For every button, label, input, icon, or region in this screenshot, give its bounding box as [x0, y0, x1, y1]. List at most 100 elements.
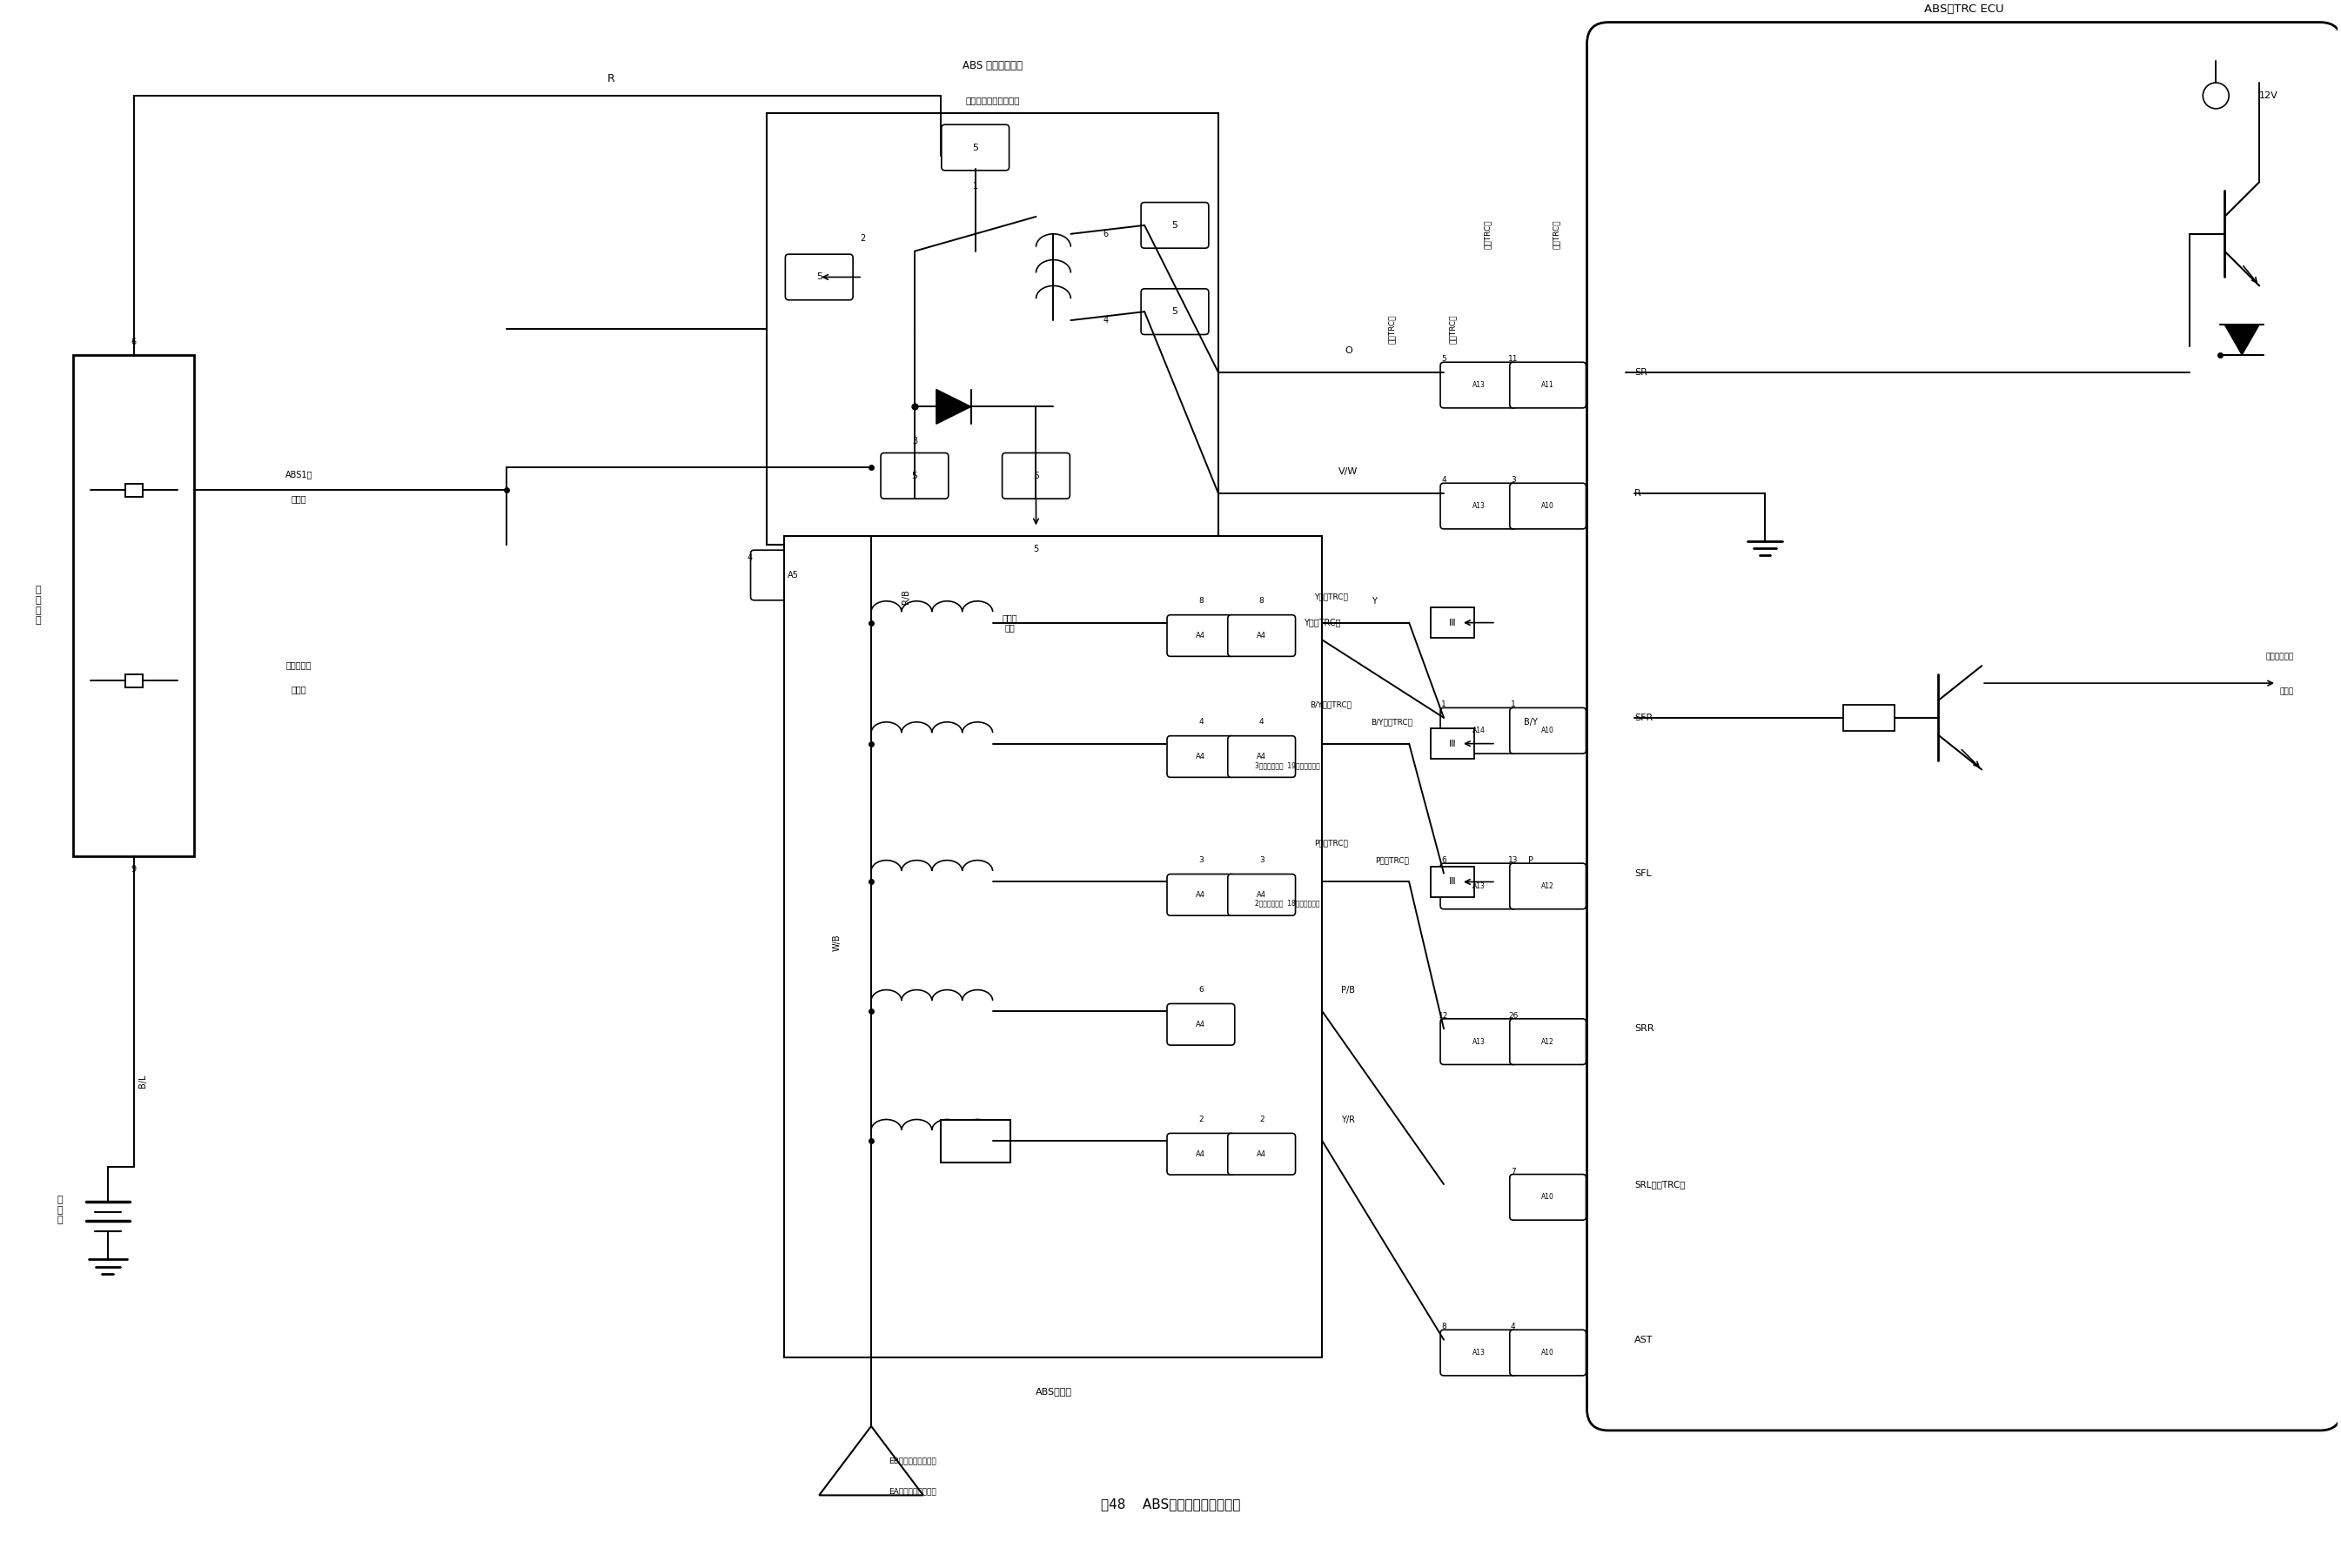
Text: A4: A4 [1196, 632, 1206, 640]
Text: A4: A4 [1196, 753, 1206, 760]
Text: 5: 5 [972, 143, 979, 152]
FancyBboxPatch shape [1140, 202, 1208, 248]
Text: 5: 5 [817, 273, 822, 281]
Text: 6: 6 [1199, 986, 1203, 994]
FancyBboxPatch shape [1440, 707, 1517, 754]
Text: 2: 2 [1259, 1115, 1264, 1123]
Text: P（有TRC）: P（有TRC） [1374, 856, 1409, 864]
FancyBboxPatch shape [1227, 615, 1295, 657]
Bar [1430, 607, 1475, 638]
Text: （有TRC）: （有TRC） [1388, 314, 1395, 343]
Text: 4: 4 [1510, 1323, 1515, 1331]
FancyBboxPatch shape [1440, 1019, 1517, 1065]
Text: A4: A4 [1196, 1021, 1206, 1029]
Text: A12: A12 [1540, 1038, 1554, 1046]
Text: 2（左側驾驶）  18（右側驾驶）: 2（左側驾驶） 18（右側驾驶） [1255, 900, 1320, 908]
Text: 12V: 12V [2259, 91, 2278, 100]
Text: B/Y（无TRC）: B/Y（无TRC） [1311, 701, 1351, 709]
Text: 6: 6 [1442, 856, 1447, 864]
Text: SFR: SFR [1634, 713, 1653, 721]
Text: 熔断器: 熔断器 [290, 685, 307, 693]
Text: A4: A4 [1257, 1149, 1266, 1157]
Text: 8: 8 [1442, 1323, 1447, 1331]
FancyBboxPatch shape [1587, 22, 2341, 1430]
FancyBboxPatch shape [1168, 1134, 1234, 1174]
Text: 监测器: 监测器 [2280, 688, 2294, 696]
Text: A12: A12 [1540, 883, 1554, 891]
Text: Ⅲ: Ⅲ [1449, 878, 1456, 886]
Text: Ⅲ: Ⅲ [1449, 739, 1456, 748]
Text: 3: 3 [1259, 856, 1264, 864]
Text: 图48    ABS执行器电磁阀电路图: 图48 ABS执行器电磁阀电路图 [1100, 1497, 1241, 1510]
Text: 蓄
电
池: 蓄 电 池 [56, 1196, 63, 1225]
FancyBboxPatch shape [1168, 873, 1234, 916]
FancyBboxPatch shape [1002, 453, 1070, 499]
Text: R: R [1634, 489, 1641, 497]
Bar [124, 483, 143, 497]
Text: R/B: R/B [901, 590, 911, 604]
Text: A4: A4 [1196, 891, 1206, 898]
FancyBboxPatch shape [1510, 483, 1587, 528]
Text: 1: 1 [1442, 701, 1447, 709]
Text: 1: 1 [972, 182, 979, 191]
Text: ABS和TRC ECU: ABS和TRC ECU [1924, 3, 2004, 16]
Text: （左側驾驶）: （左側驾驶） [2266, 654, 2294, 662]
Text: ABS执行器: ABS执行器 [1035, 1388, 1072, 1396]
Bar [1842, 704, 1894, 731]
Text: A13: A13 [1472, 883, 1484, 891]
Text: 26: 26 [1508, 1011, 1517, 1019]
FancyBboxPatch shape [1168, 735, 1234, 778]
Bar [768, 113, 1217, 546]
FancyBboxPatch shape [880, 453, 948, 499]
Text: 4: 4 [1442, 477, 1447, 485]
Text: SRL（有TRC）: SRL（有TRC） [1634, 1179, 1686, 1189]
Text: 13: 13 [1508, 856, 1519, 864]
Text: A13: A13 [1472, 1038, 1484, 1046]
FancyBboxPatch shape [1227, 735, 1295, 778]
Text: SRR: SRR [1634, 1024, 1655, 1033]
Text: P/B: P/B [1341, 986, 1355, 994]
Text: A13: A13 [1472, 381, 1484, 389]
Text: A4: A4 [1257, 753, 1266, 760]
Text: 5: 5 [1442, 356, 1447, 364]
FancyBboxPatch shape [1440, 864, 1517, 909]
Text: 交流发电机: 交流发电机 [286, 660, 311, 670]
Text: A4: A4 [1257, 891, 1266, 898]
Text: A14: A14 [1472, 726, 1484, 734]
Bar [784, 536, 1323, 1356]
Text: EA（右側驾驶车辆）: EA（右側驾驶车辆） [890, 1486, 936, 1494]
Text: Y/R: Y/R [1341, 1115, 1355, 1124]
FancyBboxPatch shape [1440, 362, 1517, 408]
FancyBboxPatch shape [1510, 864, 1587, 909]
Text: 6: 6 [131, 337, 136, 347]
FancyBboxPatch shape [1440, 1330, 1517, 1375]
Text: 2: 2 [1199, 1115, 1203, 1123]
Text: （无TRC）: （无TRC） [1552, 220, 1561, 248]
Text: P: P [1529, 856, 1533, 864]
Text: 7: 7 [1510, 1167, 1515, 1174]
Text: B/Y: B/Y [1524, 718, 1538, 726]
Text: 12: 12 [1440, 1011, 1449, 1019]
Text: 11: 11 [1508, 356, 1519, 364]
Text: A13: A13 [1472, 502, 1484, 510]
Bar [1430, 729, 1475, 759]
Text: A10: A10 [1540, 726, 1554, 734]
Text: （有TRC）: （有TRC） [1484, 220, 1491, 248]
Text: B/Y（有TRC）: B/Y（有TRC） [1372, 718, 1412, 726]
Text: AST: AST [1634, 1336, 1653, 1344]
Text: 6: 6 [1103, 229, 1107, 238]
Text: EB（左側驾驶车辆）: EB（左側驾驶车辆） [890, 1457, 936, 1465]
Bar [941, 1120, 1009, 1162]
FancyBboxPatch shape [1440, 483, 1517, 528]
FancyBboxPatch shape [1510, 707, 1587, 754]
Text: V/W: V/W [1339, 467, 1358, 475]
Text: W/B: W/B [831, 935, 840, 950]
Text: A11: A11 [1540, 381, 1554, 389]
Text: R: R [606, 72, 616, 85]
Text: 4: 4 [1259, 718, 1264, 726]
Text: 检查连
接器: 检查连 接器 [1002, 613, 1018, 632]
FancyBboxPatch shape [1168, 1004, 1234, 1046]
Text: Y: Y [1372, 597, 1377, 605]
Text: ABS 电磁阀继电器: ABS 电磁阀继电器 [962, 60, 1023, 71]
Text: 熔
断
器
盒: 熔 断 器 盒 [35, 586, 42, 626]
